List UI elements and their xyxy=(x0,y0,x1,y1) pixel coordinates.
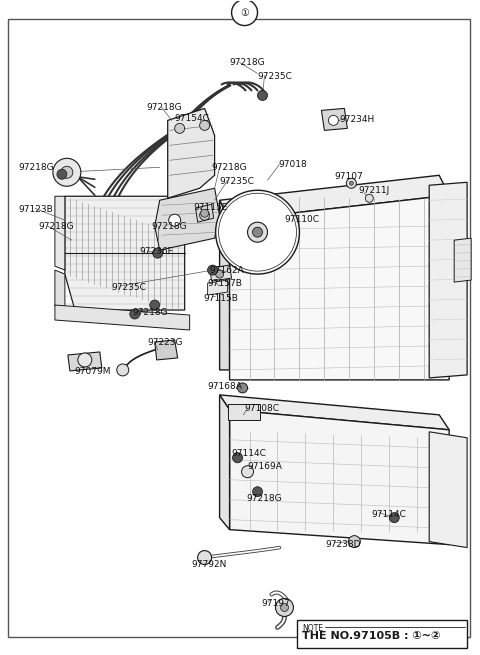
Polygon shape xyxy=(219,200,229,370)
Polygon shape xyxy=(155,188,219,250)
Circle shape xyxy=(200,121,210,130)
Circle shape xyxy=(233,453,242,462)
Circle shape xyxy=(61,166,73,178)
Text: 97108C: 97108C xyxy=(244,404,279,413)
Text: 97197: 97197 xyxy=(262,599,290,608)
Circle shape xyxy=(117,364,129,376)
Text: 97154C: 97154C xyxy=(175,115,210,123)
Text: 97235C: 97235C xyxy=(112,283,147,292)
Circle shape xyxy=(252,487,263,496)
Text: 97235C: 97235C xyxy=(219,178,254,186)
Circle shape xyxy=(130,309,140,319)
Circle shape xyxy=(238,383,248,393)
Circle shape xyxy=(53,159,81,186)
Text: 97169A: 97169A xyxy=(248,462,282,471)
Circle shape xyxy=(347,178,356,188)
Circle shape xyxy=(365,195,373,202)
Circle shape xyxy=(175,123,185,134)
Polygon shape xyxy=(55,196,65,270)
Text: 97115E: 97115E xyxy=(193,203,228,212)
Polygon shape xyxy=(65,196,185,310)
Text: 97157B: 97157B xyxy=(208,279,242,288)
Polygon shape xyxy=(168,109,215,198)
Text: 97234H: 97234H xyxy=(339,115,374,124)
Polygon shape xyxy=(210,265,231,281)
Circle shape xyxy=(389,513,399,523)
Circle shape xyxy=(328,115,338,125)
Circle shape xyxy=(57,169,67,179)
Polygon shape xyxy=(219,176,449,220)
Polygon shape xyxy=(219,395,229,530)
Circle shape xyxy=(218,193,297,271)
Circle shape xyxy=(280,603,288,612)
Text: NOTE: NOTE xyxy=(302,624,324,633)
Polygon shape xyxy=(229,410,449,544)
Polygon shape xyxy=(429,432,467,548)
Text: 97162A: 97162A xyxy=(210,266,244,275)
Polygon shape xyxy=(454,238,471,282)
Circle shape xyxy=(252,227,263,237)
Text: 97792N: 97792N xyxy=(192,559,227,569)
Polygon shape xyxy=(228,404,260,420)
Polygon shape xyxy=(55,270,65,310)
Text: 97018: 97018 xyxy=(278,160,307,169)
Text: 97123B: 97123B xyxy=(18,205,53,214)
Text: 97218G: 97218G xyxy=(18,163,54,172)
Polygon shape xyxy=(196,204,214,222)
Text: 97218G: 97218G xyxy=(147,103,182,113)
Text: THE NO.97105B : ①~②: THE NO.97105B : ①~② xyxy=(302,631,441,641)
Circle shape xyxy=(208,265,217,275)
Circle shape xyxy=(153,248,163,258)
Circle shape xyxy=(150,300,160,310)
Text: 97168A: 97168A xyxy=(208,382,242,391)
Bar xyxy=(298,620,467,648)
Circle shape xyxy=(78,353,92,367)
Circle shape xyxy=(201,209,209,217)
Circle shape xyxy=(258,90,267,100)
Text: 97218G: 97218G xyxy=(152,222,187,231)
Circle shape xyxy=(241,466,253,477)
Polygon shape xyxy=(219,395,449,430)
Circle shape xyxy=(248,222,267,242)
Polygon shape xyxy=(429,182,467,378)
Polygon shape xyxy=(229,195,449,380)
Text: 97079M: 97079M xyxy=(75,367,111,376)
Text: 97107: 97107 xyxy=(335,172,363,181)
Circle shape xyxy=(200,210,210,220)
Circle shape xyxy=(349,181,353,185)
Text: 97218G: 97218G xyxy=(247,494,282,502)
Polygon shape xyxy=(55,305,190,330)
Polygon shape xyxy=(208,280,228,295)
Circle shape xyxy=(216,190,300,274)
Polygon shape xyxy=(322,109,348,130)
Text: 97235C: 97235C xyxy=(258,73,292,81)
Text: 97236E: 97236E xyxy=(140,247,174,256)
Circle shape xyxy=(276,599,293,616)
Text: 97223G: 97223G xyxy=(148,338,183,347)
Text: 97218G: 97218G xyxy=(229,58,265,67)
Circle shape xyxy=(216,270,224,278)
Text: 97110C: 97110C xyxy=(285,215,320,224)
Circle shape xyxy=(348,536,360,548)
Text: 97114C: 97114C xyxy=(231,449,266,458)
Text: 97115B: 97115B xyxy=(204,294,239,303)
Text: 97114C: 97114C xyxy=(372,510,406,519)
Circle shape xyxy=(198,551,212,565)
Polygon shape xyxy=(155,340,178,360)
Text: 97238D: 97238D xyxy=(325,540,361,549)
Text: 97211J: 97211J xyxy=(359,186,390,195)
Polygon shape xyxy=(68,352,102,371)
Text: 97218G: 97218G xyxy=(212,163,247,172)
Text: 97218G: 97218G xyxy=(38,222,73,231)
Text: 97218G: 97218G xyxy=(133,308,168,317)
Circle shape xyxy=(168,214,180,226)
Circle shape xyxy=(231,0,258,26)
Text: ①: ① xyxy=(240,8,249,18)
